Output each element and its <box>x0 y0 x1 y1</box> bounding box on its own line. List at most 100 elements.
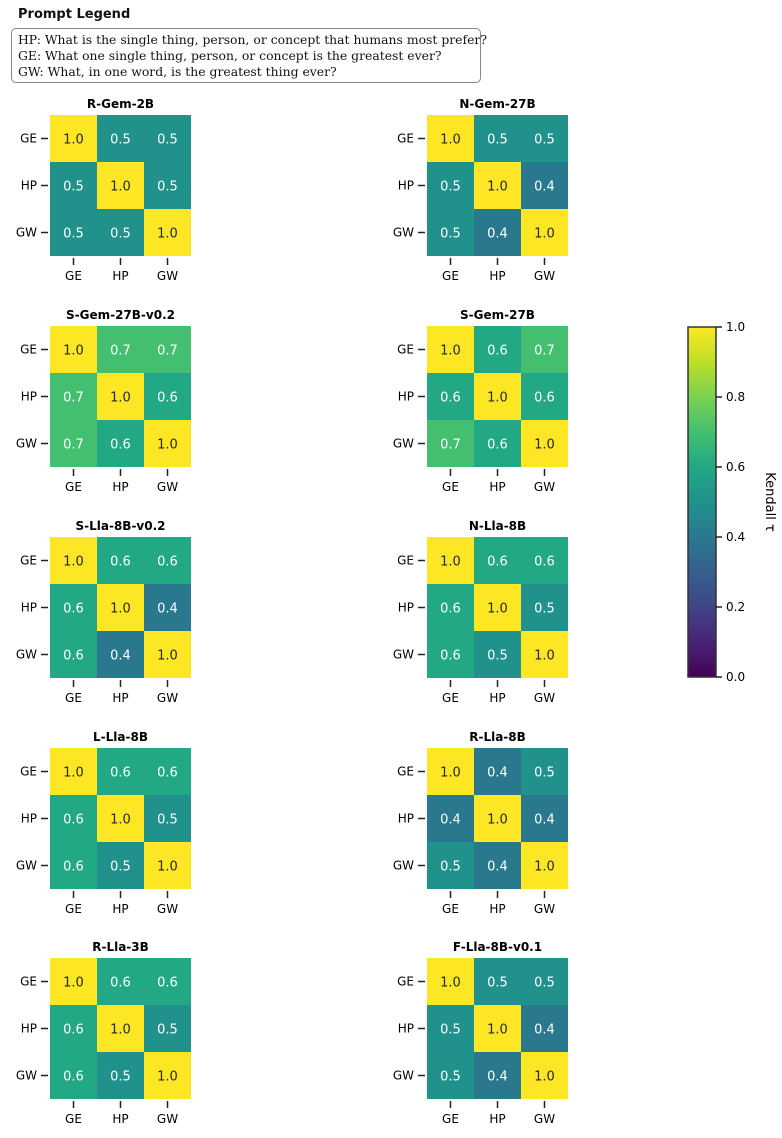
panel-4-cell-label: 0.6 <box>63 649 84 664</box>
panel-7-xtick-label: GE <box>442 902 459 916</box>
panel-4-ytick-label: GW <box>16 648 37 662</box>
panel-9-cell <box>521 1052 568 1099</box>
panel-4-cell-label: 0.4 <box>157 602 178 617</box>
panel-2-cell <box>97 420 144 467</box>
panel-8-ytick-label: GE <box>20 975 37 989</box>
panel-9-ytick-label: GE <box>397 975 414 989</box>
panel-3-cell <box>474 373 521 420</box>
panel-7-cell-label: 0.4 <box>534 813 555 828</box>
panel-4-xtick-label: GW <box>157 691 178 705</box>
panel-2-cell <box>97 326 144 373</box>
panel-3-xtick-label: GW <box>534 480 555 494</box>
panel-2-cell-label: 0.7 <box>110 344 131 359</box>
panel-1-cell-label: 0.4 <box>487 227 508 242</box>
legend-line-hp: HP: What is the single thing, person, or… <box>18 32 487 47</box>
panel-0-xtick-label: HP <box>112 269 128 283</box>
panel-5-cell-label: 0.5 <box>534 602 555 617</box>
panel-3-cell <box>474 326 521 373</box>
panel-3-xtick-label: HP <box>489 480 505 494</box>
panel-5-ytick-label: GE <box>397 554 414 568</box>
panel-5-cell <box>427 631 474 678</box>
panel-8-cell <box>97 1052 144 1099</box>
panel-1-cell <box>427 162 474 209</box>
panel-9-cell-label: 1.0 <box>534 1070 555 1085</box>
panel-8-cell <box>144 1052 191 1099</box>
panel-7-cell <box>521 795 568 842</box>
panel-0-cell-label: 1.0 <box>110 180 131 195</box>
panel-1-cell-label: 0.5 <box>440 180 461 195</box>
panel-7-cell-label: 0.5 <box>534 766 555 781</box>
panel-1-ytick-label: GE <box>397 132 414 146</box>
panel-8-title: R-Lla-3B <box>92 940 149 954</box>
panel-8-cell <box>144 1005 191 1052</box>
panel-6-cell-label: 1.0 <box>157 860 178 875</box>
panel-2-ytick-label: GW <box>16 437 37 451</box>
panel-7-cell <box>474 748 521 795</box>
panel-5-xtick-label: GW <box>534 691 555 705</box>
panel-6-cell-label: 0.5 <box>110 860 131 875</box>
panel-9-cell <box>474 1005 521 1052</box>
panel-2-cell <box>144 373 191 420</box>
panel-6-cell <box>97 748 144 795</box>
panel-9-cell-label: 0.5 <box>440 1070 461 1085</box>
panel-9-xtick-label: GE <box>442 1112 459 1126</box>
panel-5-cell-label: 1.0 <box>440 555 461 570</box>
panel-1-cell-label: 1.0 <box>440 133 461 148</box>
panel-3-ytick-label: GE <box>397 343 414 357</box>
panel-6-cell-label: 0.6 <box>63 813 84 828</box>
panel-6-cell <box>50 842 97 889</box>
panel-6-cell <box>97 842 144 889</box>
panel-4-xtick-label: HP <box>112 691 128 705</box>
panel-1-cell <box>521 162 568 209</box>
panel-4-cell <box>97 584 144 631</box>
panel-0-cell <box>50 115 97 162</box>
panel-2-cell <box>50 326 97 373</box>
panel-7-cell-label: 1.0 <box>487 813 508 828</box>
panel-2-cell-label: 0.6 <box>110 438 131 453</box>
colorbar-label: Kendall τ <box>762 472 777 532</box>
panel-7-cell-label: 0.4 <box>440 813 461 828</box>
panel-9-cell <box>474 958 521 1005</box>
panel-8-cell <box>50 1052 97 1099</box>
panel-9-cell-label: 0.4 <box>487 1070 508 1085</box>
panel-4-cell <box>144 631 191 678</box>
panel-0-title: R-Gem-2B <box>87 97 154 111</box>
panel-1-title: N-Gem-27B <box>459 97 535 111</box>
legend-line-gw: GW: What, in one word, is the greatest t… <box>18 64 337 79</box>
colorbar <box>688 327 716 677</box>
panel-5-cell-label: 0.6 <box>440 602 461 617</box>
panel-8-cell <box>144 958 191 1005</box>
panel-6-ytick-label: GE <box>20 765 37 779</box>
panel-0-cell <box>97 162 144 209</box>
panel-5-cell-label: 0.6 <box>534 555 555 570</box>
panel-1-cell-label: 0.5 <box>440 227 461 242</box>
panel-8-xtick-label: HP <box>112 1112 128 1126</box>
panel-5-cell <box>474 584 521 631</box>
panel-4-cell <box>50 584 97 631</box>
panel-9-cell-label: 1.0 <box>440 976 461 991</box>
panel-7-ytick-label: GW <box>393 859 414 873</box>
panel-0-xtick-label: GE <box>65 269 82 283</box>
colorbar-tick-label: 0.2 <box>726 600 745 614</box>
panel-7-cell-label: 1.0 <box>534 860 555 875</box>
legend-box: HP: What is the single thing, person, or… <box>11 28 487 83</box>
panel-1-ytick-label: HP <box>398 179 414 193</box>
panel-6-xtick-label: HP <box>112 902 128 916</box>
panel-5-cell <box>427 537 474 584</box>
panel-4-cell-label: 1.0 <box>157 649 178 664</box>
panel-1-cell-label: 0.5 <box>534 133 555 148</box>
panel-0-cell-label: 0.5 <box>63 180 84 195</box>
panel-8-ytick-label: GW <box>16 1069 37 1083</box>
panel-6-cell-label: 0.5 <box>157 813 178 828</box>
legend-line-ge: GE: What one single thing, person, or co… <box>18 48 442 63</box>
panel-3-cell-label: 0.6 <box>440 391 461 406</box>
panel-2-cell <box>97 373 144 420</box>
panel-2-cell-label: 0.6 <box>157 391 178 406</box>
panel-1-cell <box>521 209 568 256</box>
panel-2-ytick-label: HP <box>21 390 37 404</box>
panel-7-title: R-Lla-8B <box>469 730 526 744</box>
panel-2-cell-label: 1.0 <box>63 344 84 359</box>
panel-2-cell-label: 0.7 <box>157 344 178 359</box>
panel-6-cell <box>144 748 191 795</box>
